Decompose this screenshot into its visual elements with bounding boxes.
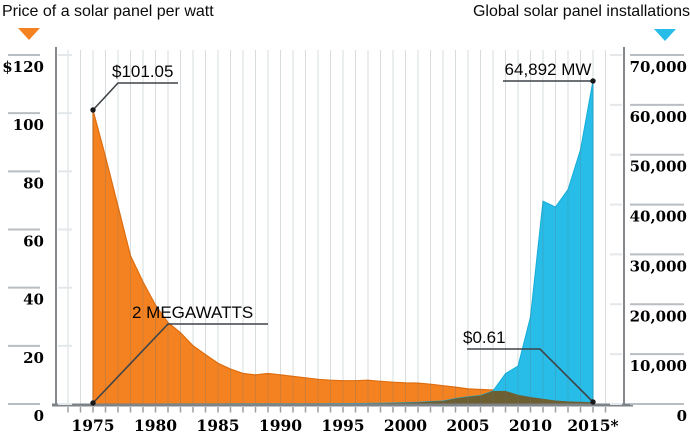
x-tick-label: 2010 — [509, 416, 552, 435]
overlap-area — [93, 390, 593, 404]
price-series-marker-icon — [18, 28, 40, 40]
annotation-dot — [590, 399, 596, 405]
left-tick-label: 80 — [23, 174, 44, 192]
left-tick-label: 0 — [34, 407, 44, 425]
installations-series-marker-icon — [654, 29, 676, 41]
annotation-dot — [90, 400, 96, 406]
x-tick-label: 1975 — [71, 416, 114, 435]
right-tick-label: 20,000 — [630, 307, 687, 325]
x-tick-label: 2015* — [567, 416, 618, 435]
annotation-label: $0.61 — [463, 328, 506, 347]
right-tick-label: 40,000 — [630, 208, 687, 226]
x-tick-label: 1990 — [259, 416, 302, 435]
right-tick-label: 50,000 — [630, 158, 687, 176]
annotation-dot — [90, 107, 96, 113]
right-tick-label: 30,000 — [630, 257, 687, 275]
left-tick-label: $120 — [2, 58, 44, 76]
right-tick-label: 60,000 — [630, 108, 687, 126]
annotation-leader-line — [92, 82, 178, 111]
x-tick-label: 2005 — [446, 416, 489, 435]
right-tick-label: 0 — [677, 407, 687, 425]
left-axis-title: Price of a solar panel per watt — [2, 3, 214, 20]
x-tick-label: 1985 — [196, 416, 239, 435]
left-tick-label: 60 — [23, 233, 44, 251]
x-tick-label: 2000 — [384, 416, 427, 435]
left-tick-label: 100 — [13, 116, 44, 134]
annotation-label: 2 MEGAWATTS — [132, 303, 253, 322]
x-tick-label: 1980 — [134, 416, 177, 435]
left-tick-label: 40 — [23, 291, 44, 309]
left-tick-label: 20 — [23, 349, 44, 367]
right-tick-label: 10,000 — [630, 357, 687, 375]
annotation-leader-line — [92, 323, 268, 404]
annotation-leader-line — [467, 348, 594, 403]
annotation-label: 64,892 MW — [505, 60, 592, 79]
right-tick-label: 70,000 — [630, 58, 687, 76]
x-tick-label: 1995 — [321, 416, 364, 435]
annotation-dot — [590, 78, 596, 84]
right-axis-title: Global solar panel installations — [472, 3, 690, 20]
annotation-label: $101.05 — [112, 62, 173, 81]
